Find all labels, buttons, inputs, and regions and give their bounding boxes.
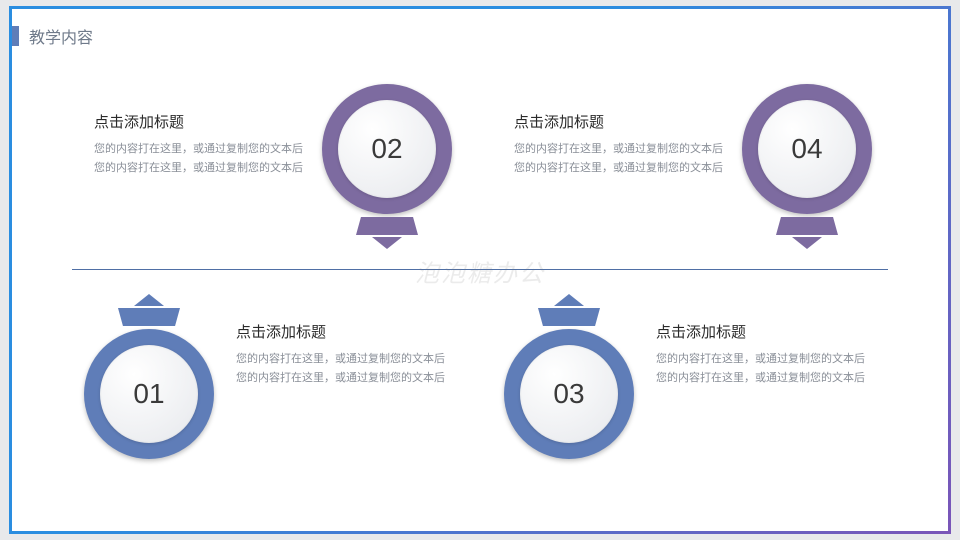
- gradient-frame: 教学内容 泡泡糖办公 01点击添加标题您的内容打在这里，或通过复制您的文本后您的…: [9, 6, 951, 534]
- medal-number: 04: [758, 100, 856, 198]
- medal-number: 03: [520, 345, 618, 443]
- item-description: 您的内容打在这里，或通过复制您的文本后您的内容打在这里，或通过复制您的文本后: [236, 350, 446, 387]
- item-description: 您的内容打在这里，或通过复制您的文本后您的内容打在这里，或通过复制您的文本后: [94, 140, 304, 177]
- medal-badge-02: 02: [322, 84, 452, 252]
- item-description: 您的内容打在这里，或通过复制您的文本后您的内容打在这里，或通过复制您的文本后: [514, 140, 724, 177]
- item-title: 点击添加标题: [236, 321, 446, 342]
- medal-number: 02: [338, 100, 436, 198]
- medal-tail: [118, 294, 180, 326]
- item-text-04: 点击添加标题您的内容打在这里，或通过复制您的文本后您的内容打在这里，或通过复制您…: [514, 111, 724, 177]
- header-accent-bar: [12, 26, 19, 46]
- medal-badge-01: 01: [84, 291, 214, 459]
- medal-tail: [538, 294, 600, 326]
- watermark-text: 泡泡糖办公: [415, 254, 545, 289]
- item-title: 点击添加标题: [514, 111, 724, 132]
- slide-canvas: 教学内容 泡泡糖办公 01点击添加标题您的内容打在这里，或通过复制您的文本后您的…: [12, 9, 948, 531]
- slide-header: 教学内容: [12, 24, 93, 48]
- timeline-line: [72, 269, 888, 270]
- medal-number: 01: [100, 345, 198, 443]
- medal-badge-04: 04: [742, 84, 872, 252]
- item-title: 点击添加标题: [94, 111, 304, 132]
- item-text-02: 点击添加标题您的内容打在这里，或通过复制您的文本后您的内容打在这里，或通过复制您…: [94, 111, 304, 177]
- item-title: 点击添加标题: [656, 321, 866, 342]
- item-text-03: 点击添加标题您的内容打在这里，或通过复制您的文本后您的内容打在这里，或通过复制您…: [656, 321, 866, 387]
- item-description: 您的内容打在这里，或通过复制您的文本后您的内容打在这里，或通过复制您的文本后: [656, 350, 866, 387]
- medal-tail: [776, 217, 838, 249]
- medal-badge-03: 03: [504, 291, 634, 459]
- item-text-01: 点击添加标题您的内容打在这里，或通过复制您的文本后您的内容打在这里，或通过复制您…: [236, 321, 446, 387]
- slide-title: 教学内容: [29, 24, 93, 48]
- medal-tail: [356, 217, 418, 249]
